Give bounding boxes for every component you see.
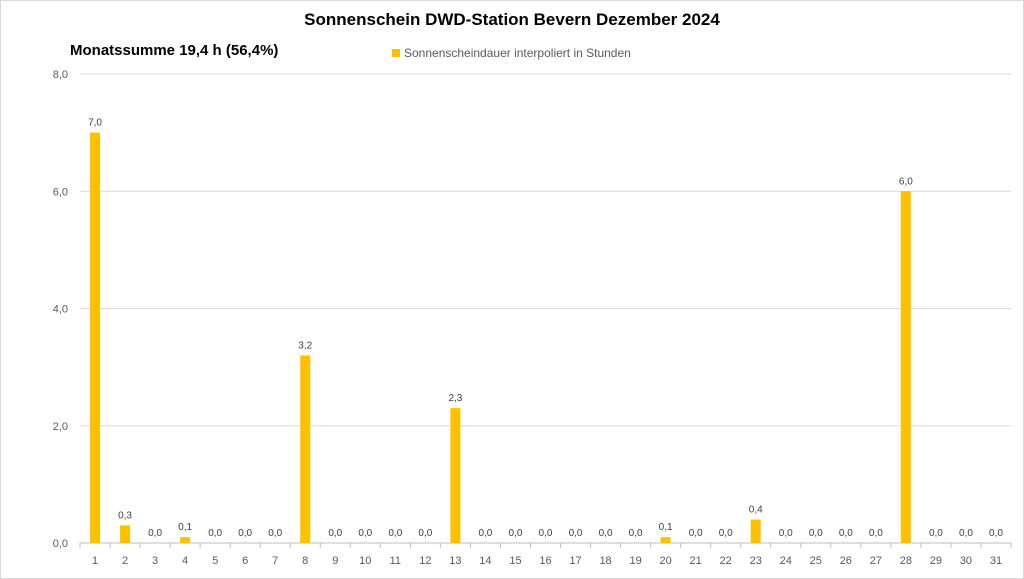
x-tick-label: 31 xyxy=(990,555,1002,567)
x-tick-label: 12 xyxy=(419,555,431,567)
data-label: 0,0 xyxy=(388,528,402,539)
data-label: 0,0 xyxy=(689,528,703,539)
bar xyxy=(120,525,131,543)
data-label: 0,0 xyxy=(418,528,432,539)
x-tick-label: 24 xyxy=(780,555,792,567)
bar xyxy=(180,537,191,543)
x-tick-label: 18 xyxy=(599,555,611,567)
data-label: 0,0 xyxy=(989,528,1003,539)
data-label: 0,1 xyxy=(659,522,673,533)
x-tick-label: 21 xyxy=(690,555,702,567)
legend-swatch xyxy=(392,49,400,57)
data-label: 0,0 xyxy=(148,528,162,539)
x-tick-label: 4 xyxy=(182,555,188,567)
data-label: 0,0 xyxy=(539,528,553,539)
data-label: 0,0 xyxy=(599,528,613,539)
data-label: 0,0 xyxy=(328,528,342,539)
data-label: 0,0 xyxy=(779,528,793,539)
x-tick-label: 13 xyxy=(449,555,461,567)
y-tick-label: 4,0 xyxy=(53,304,68,316)
data-label: 7,0 xyxy=(88,118,102,129)
x-tick-label: 7 xyxy=(272,555,278,567)
x-tick-label: 1 xyxy=(92,555,98,567)
bar xyxy=(90,132,101,543)
chart-subtitle: Monatssumme 19,4 h (56,4%) xyxy=(70,42,279,59)
data-label: 0,0 xyxy=(959,528,973,539)
data-label: 0,0 xyxy=(929,528,943,539)
data-label: 0,0 xyxy=(358,528,372,539)
x-tick-label: 9 xyxy=(332,555,338,567)
bar xyxy=(300,355,311,543)
legend: Sonnenscheindauer interpoliert in Stunde… xyxy=(392,46,631,60)
x-tick-label: 17 xyxy=(569,555,581,567)
data-label: 0,0 xyxy=(869,528,883,539)
data-label: 0,0 xyxy=(569,528,583,539)
bar xyxy=(450,408,461,543)
x-tick-label: 29 xyxy=(930,555,942,567)
x-tick-label: 19 xyxy=(629,555,641,567)
data-label: 0,0 xyxy=(238,528,252,539)
data-label: 0,3 xyxy=(118,510,132,521)
data-label: 0,1 xyxy=(178,522,192,533)
x-tick-label: 3 xyxy=(152,555,158,567)
x-tick-label: 27 xyxy=(870,555,882,567)
y-tick-label: 2,0 xyxy=(53,421,68,433)
x-tick-label: 25 xyxy=(810,555,822,567)
data-label: 0,0 xyxy=(478,528,492,539)
data-label: 0,0 xyxy=(839,528,853,539)
x-tick-label: 14 xyxy=(479,555,491,567)
data-label: 6,0 xyxy=(899,176,913,187)
x-tick-label: 22 xyxy=(720,555,732,567)
x-tick-label: 6 xyxy=(242,555,248,567)
x-tick-label: 16 xyxy=(539,555,551,567)
x-tick-label: 23 xyxy=(750,555,762,567)
data-label: 2,3 xyxy=(448,393,462,404)
x-tick-label: 10 xyxy=(359,555,371,567)
y-tick-label: 8,0 xyxy=(53,69,68,81)
data-label: 0,0 xyxy=(629,528,643,539)
data-label: 0,0 xyxy=(809,528,823,539)
legend-label: Sonnenscheindauer interpoliert in Stunde… xyxy=(404,46,631,60)
chart-title: Sonnenschein DWD-Station Bevern Dezember… xyxy=(304,10,720,29)
x-tick-label: 30 xyxy=(960,555,972,567)
y-tick-label: 0,0 xyxy=(53,538,68,550)
bar xyxy=(660,537,671,543)
data-label: 0,0 xyxy=(509,528,523,539)
data-label: 0,0 xyxy=(719,528,733,539)
x-tick-label: 26 xyxy=(840,555,852,567)
data-label: 0,4 xyxy=(749,505,763,516)
x-tick-label: 5 xyxy=(212,555,218,567)
data-label: 0,0 xyxy=(268,528,282,539)
bar xyxy=(750,519,761,543)
data-label: 3,2 xyxy=(298,340,312,351)
y-tick-label: 6,0 xyxy=(53,186,68,198)
x-tick-label: 8 xyxy=(302,555,308,567)
x-tick-label: 15 xyxy=(509,555,521,567)
bar xyxy=(900,191,911,543)
x-tick-label: 28 xyxy=(900,555,912,567)
x-tick-label: 11 xyxy=(390,555,401,567)
data-label: 0,0 xyxy=(208,528,222,539)
x-tick-label: 20 xyxy=(660,555,672,567)
x-tick-label: 2 xyxy=(122,555,128,567)
